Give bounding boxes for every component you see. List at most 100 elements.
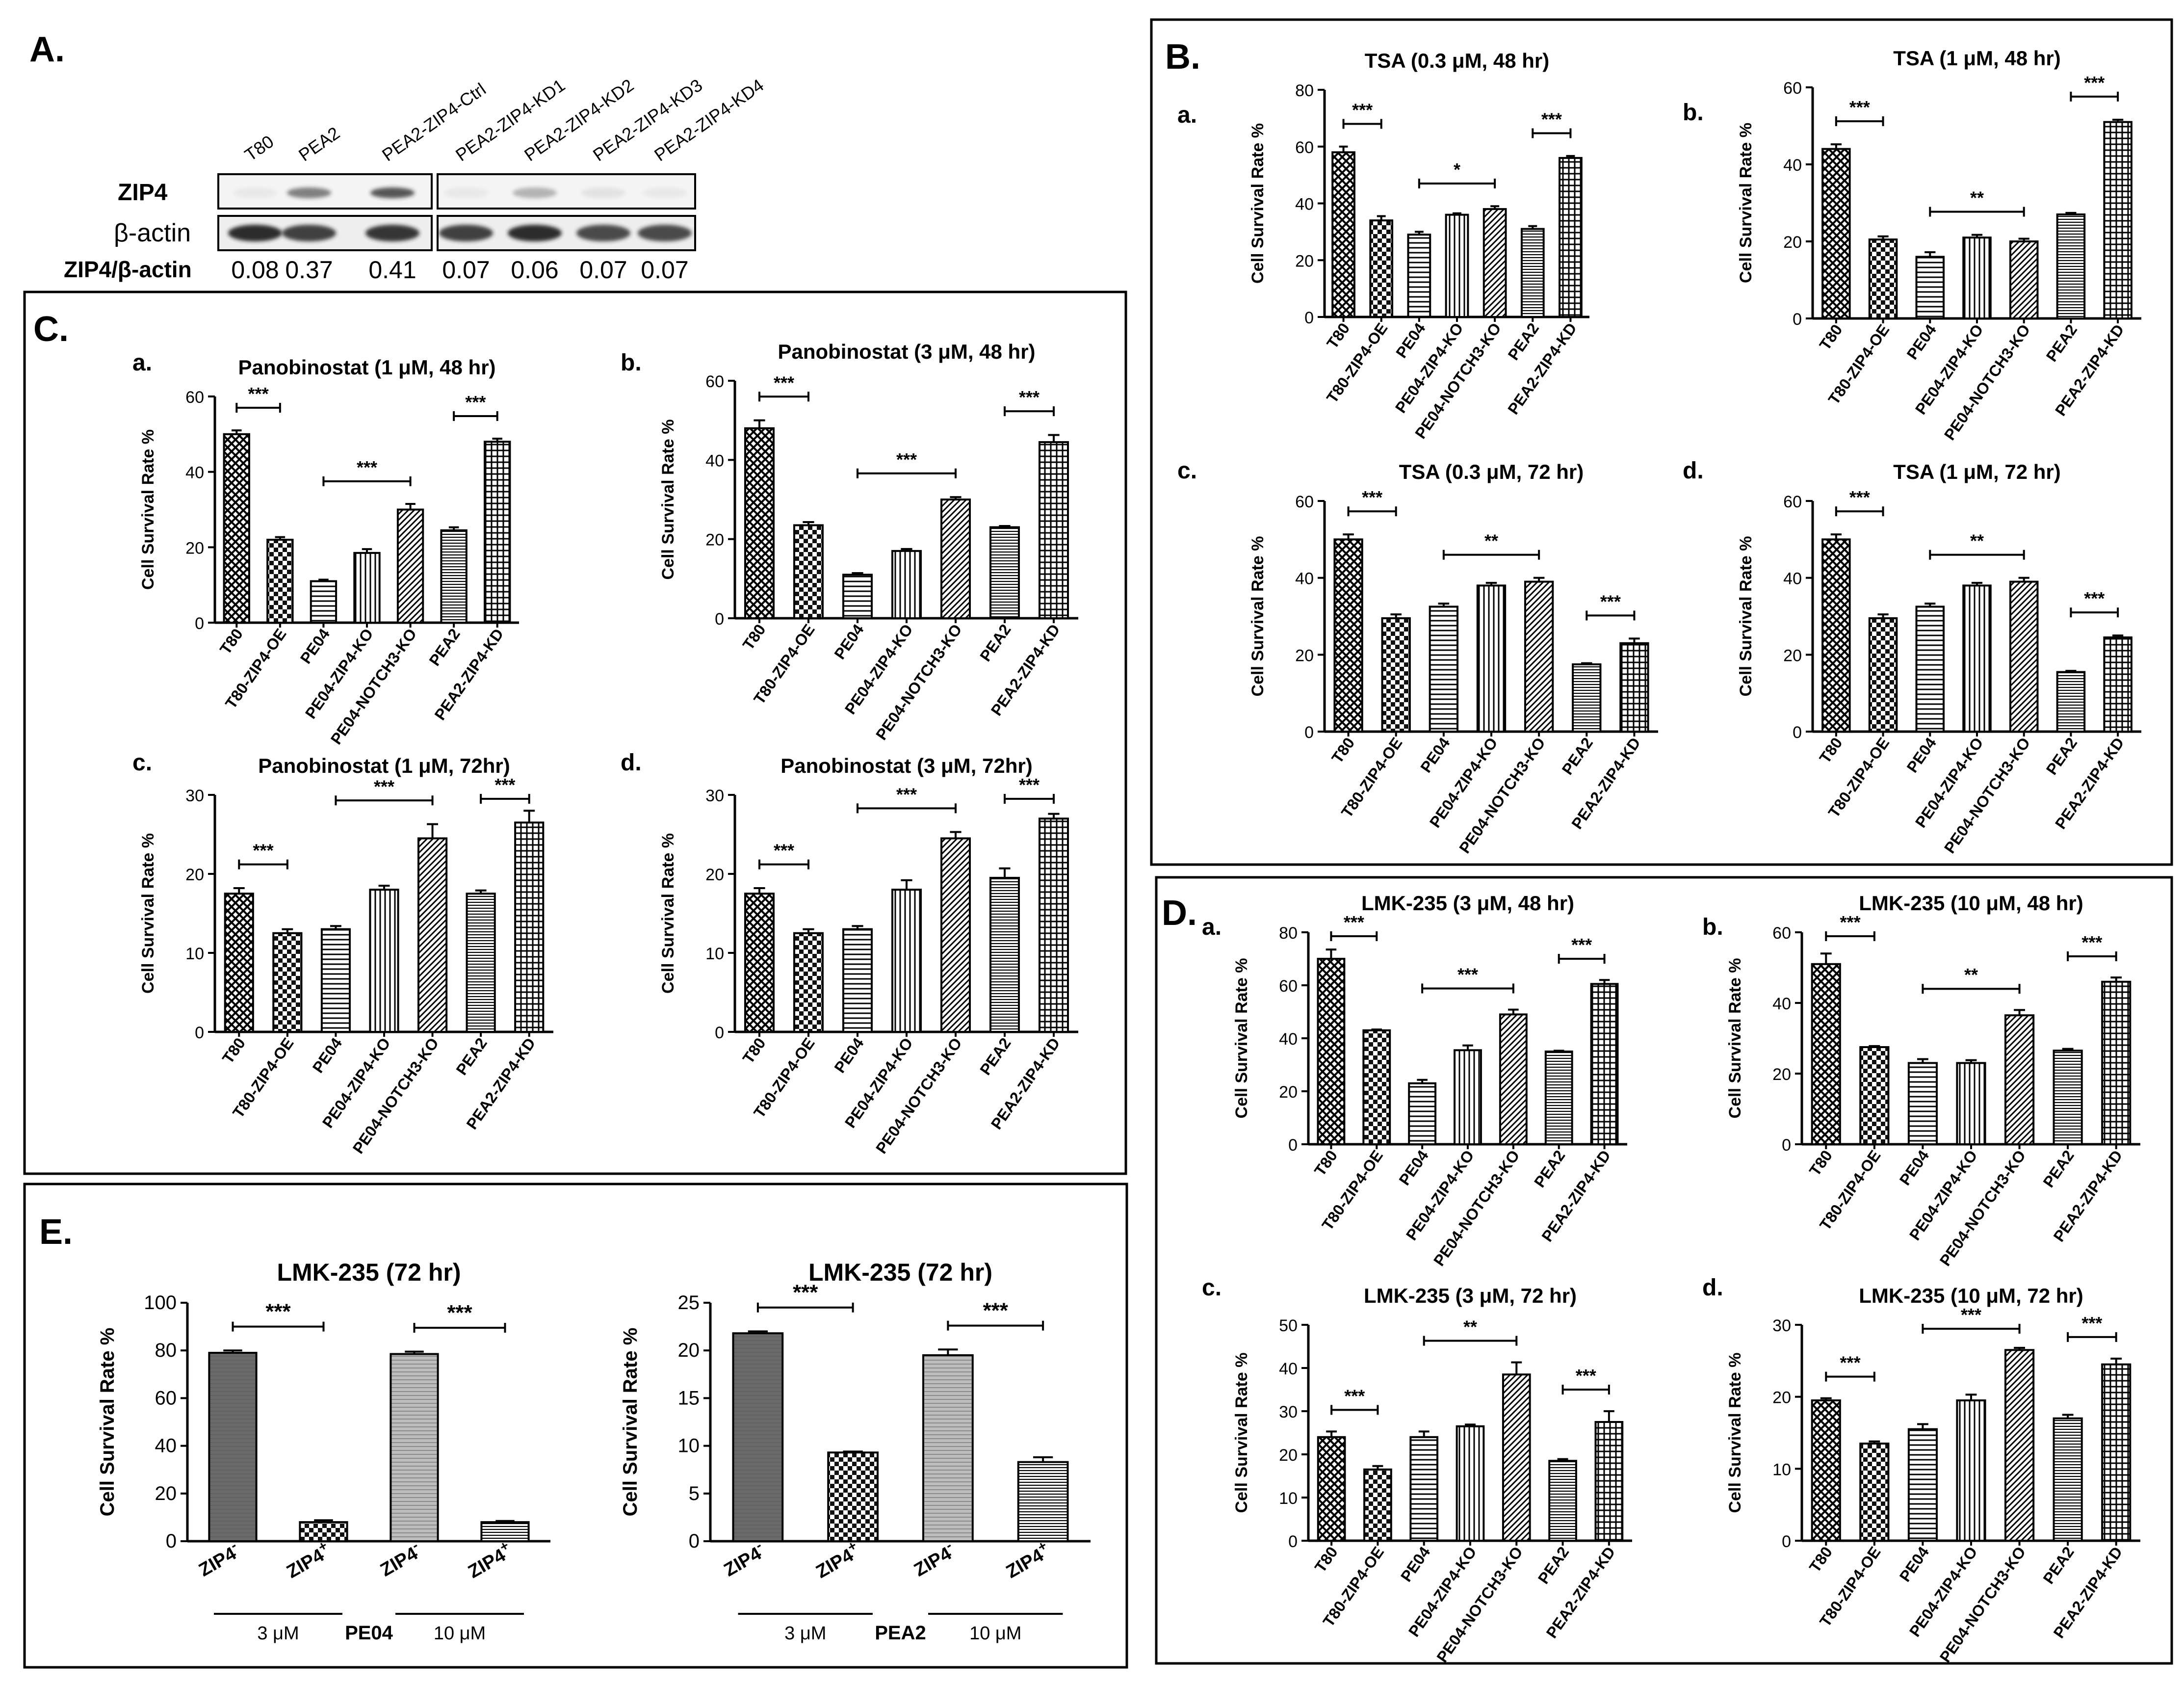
y-tick-label: 20 <box>678 1340 700 1361</box>
y-axis-label: Cell Survival Rate % <box>1737 123 1755 283</box>
bar <box>989 526 1020 620</box>
bar <box>1445 213 1469 318</box>
subpanel-label: c. <box>1177 458 1197 484</box>
bar <box>922 1354 974 1542</box>
significance-label: *** <box>774 372 794 393</box>
significance-label: *** <box>983 1299 1009 1323</box>
bar <box>1362 1029 1391 1146</box>
y-tick-label: 20 <box>1279 1083 1298 1102</box>
zip4-band <box>287 187 331 198</box>
significance-label: *** <box>1019 775 1040 795</box>
dose-label: 10 μM <box>434 1623 486 1644</box>
bar <box>1499 1013 1528 1145</box>
y-tick-label: 20 <box>1772 1389 1791 1407</box>
blot-row-zip4: ZIP4 <box>118 180 168 206</box>
y-tick-label: 0 <box>715 610 724 629</box>
significance-label: *** <box>1840 1353 1861 1373</box>
chart-e-2: LMK-235 (72 hr) Cell Survival Rate % 0 5 10 1… <box>620 1259 1091 1644</box>
significance-label: *** <box>1849 487 1870 507</box>
y-tick-label: 0 <box>689 1530 700 1552</box>
x-tick-label: PE04-NOTCH3-KO <box>872 1034 965 1157</box>
blot-lane-labels: T80 PEA2 PEA2-ZIP4-CtrlPEA2-ZIP4-KD1PEA2-Z… <box>241 75 767 165</box>
x-tick-label: PEA2 <box>2039 1147 2077 1190</box>
bar <box>223 433 250 624</box>
chart-d-b: LMK-235 (10 μM, 48 hr) b.Cell Survival Ra… <box>1702 892 2140 1269</box>
significance-label: *** <box>1840 912 1861 932</box>
bar <box>2101 1363 2132 1542</box>
chart-d-a: LMK-235 (3 μM, 48 hr) a. Cell Survival Rat… <box>1202 892 1627 1269</box>
y-tick-label: 0 <box>1288 1136 1298 1155</box>
dose-label: 10 μM <box>969 1623 1021 1644</box>
y-tick-label: 20 <box>155 1483 177 1504</box>
bar <box>2004 1014 2035 1145</box>
y-tick-label: 5 <box>689 1483 700 1504</box>
chart-title: LMK-235 (3 μM, 48 hr) <box>1361 892 1574 915</box>
bar <box>1482 208 1507 318</box>
bar <box>1868 617 1898 733</box>
y-tick-label: 10 <box>678 1435 700 1457</box>
x-tick-label: PE04-NOTCH3-KO <box>872 621 965 743</box>
bar <box>1454 1049 1482 1146</box>
chart-b-d: TSA (1 μM, 72 hr) d. Cell Survival Rate % 0… <box>1683 458 2141 857</box>
bar <box>1548 1460 1577 1542</box>
x-tick-label: PE04 <box>1903 734 1940 776</box>
x-tick-label: ZIP4+ <box>810 1537 864 1582</box>
significance-label: *** <box>2081 932 2102 952</box>
y-tick-label: 20 <box>1772 1065 1791 1084</box>
bar <box>1017 1461 1069 1542</box>
bar <box>1524 580 1554 733</box>
bar <box>940 499 971 619</box>
y-tick-label: 20 <box>705 531 724 550</box>
x-tick-label: PE04 <box>1397 1543 1434 1585</box>
bar <box>1868 238 1898 320</box>
x-tick-label: T80 <box>1323 319 1353 352</box>
y-tick-label: 0 <box>166 1530 177 1552</box>
x-tick-label: PE04-NOTCH3-KO <box>1936 1147 2029 1269</box>
ratio-value: 0.07 <box>641 256 688 284</box>
y-tick-label: 40 <box>185 464 204 482</box>
significance-label: *** <box>1849 97 1870 117</box>
y-tick-label: 60 <box>1772 924 1791 943</box>
bar <box>732 1332 784 1542</box>
y-axis-label: Cell Survival Rate % <box>139 429 157 590</box>
significance-label: ** <box>1484 531 1498 551</box>
bar <box>1811 1399 1841 1542</box>
y-axis-label: Cell Survival Rate % <box>1726 958 1744 1119</box>
bar <box>1956 1062 1986 1145</box>
chart-c-b: Panobinostat (3 μM, 48 hr) b. Cell Surviva… <box>621 340 1078 743</box>
bar <box>484 441 511 624</box>
significance-label: *** <box>447 1301 472 1325</box>
subpanel-label: a. <box>1202 914 1222 940</box>
subpanel-label: a. <box>132 350 152 376</box>
y-tick-label: 60 <box>1295 493 1314 511</box>
y-axis-label: Cell Survival Rate % <box>1248 123 1267 284</box>
bar <box>480 1521 530 1543</box>
bar <box>2009 580 2039 733</box>
bar <box>1476 584 1507 733</box>
bar <box>1369 219 1394 318</box>
y-axis-label: Cell Survival Rate % <box>1737 536 1755 697</box>
bar <box>1962 237 1992 319</box>
bar <box>2053 1417 2083 1542</box>
bar <box>1520 228 1545 318</box>
significance-label: ** <box>1970 531 1984 551</box>
x-tick-label: PE04 <box>831 621 867 662</box>
panel-c-label: C. <box>33 310 69 349</box>
bar <box>266 538 294 624</box>
y-tick-label: 0 <box>1304 723 1314 742</box>
bar <box>1409 1436 1439 1542</box>
bar <box>1572 663 1602 733</box>
y-tick-label: 40 <box>1295 195 1314 214</box>
x-tick-label: ZIP4- <box>375 1537 425 1580</box>
panel-a: A. T80 PEA2 PEA2-ZIP4-CtrlPEA2-ZIP4-KD1PEA… <box>29 30 767 284</box>
chart-title: TSA (1 μM, 72 hr) <box>1893 460 2061 483</box>
bar <box>224 893 254 1033</box>
y-tick-label: 100 <box>144 1292 177 1314</box>
significance-label: *** <box>494 775 515 795</box>
bar <box>891 550 922 620</box>
panel-e-box <box>23 1183 1128 1669</box>
bar <box>1429 605 1459 733</box>
bar <box>320 928 351 1033</box>
chart-title: Panobinostat (1 μM, 72hr) <box>258 754 510 777</box>
